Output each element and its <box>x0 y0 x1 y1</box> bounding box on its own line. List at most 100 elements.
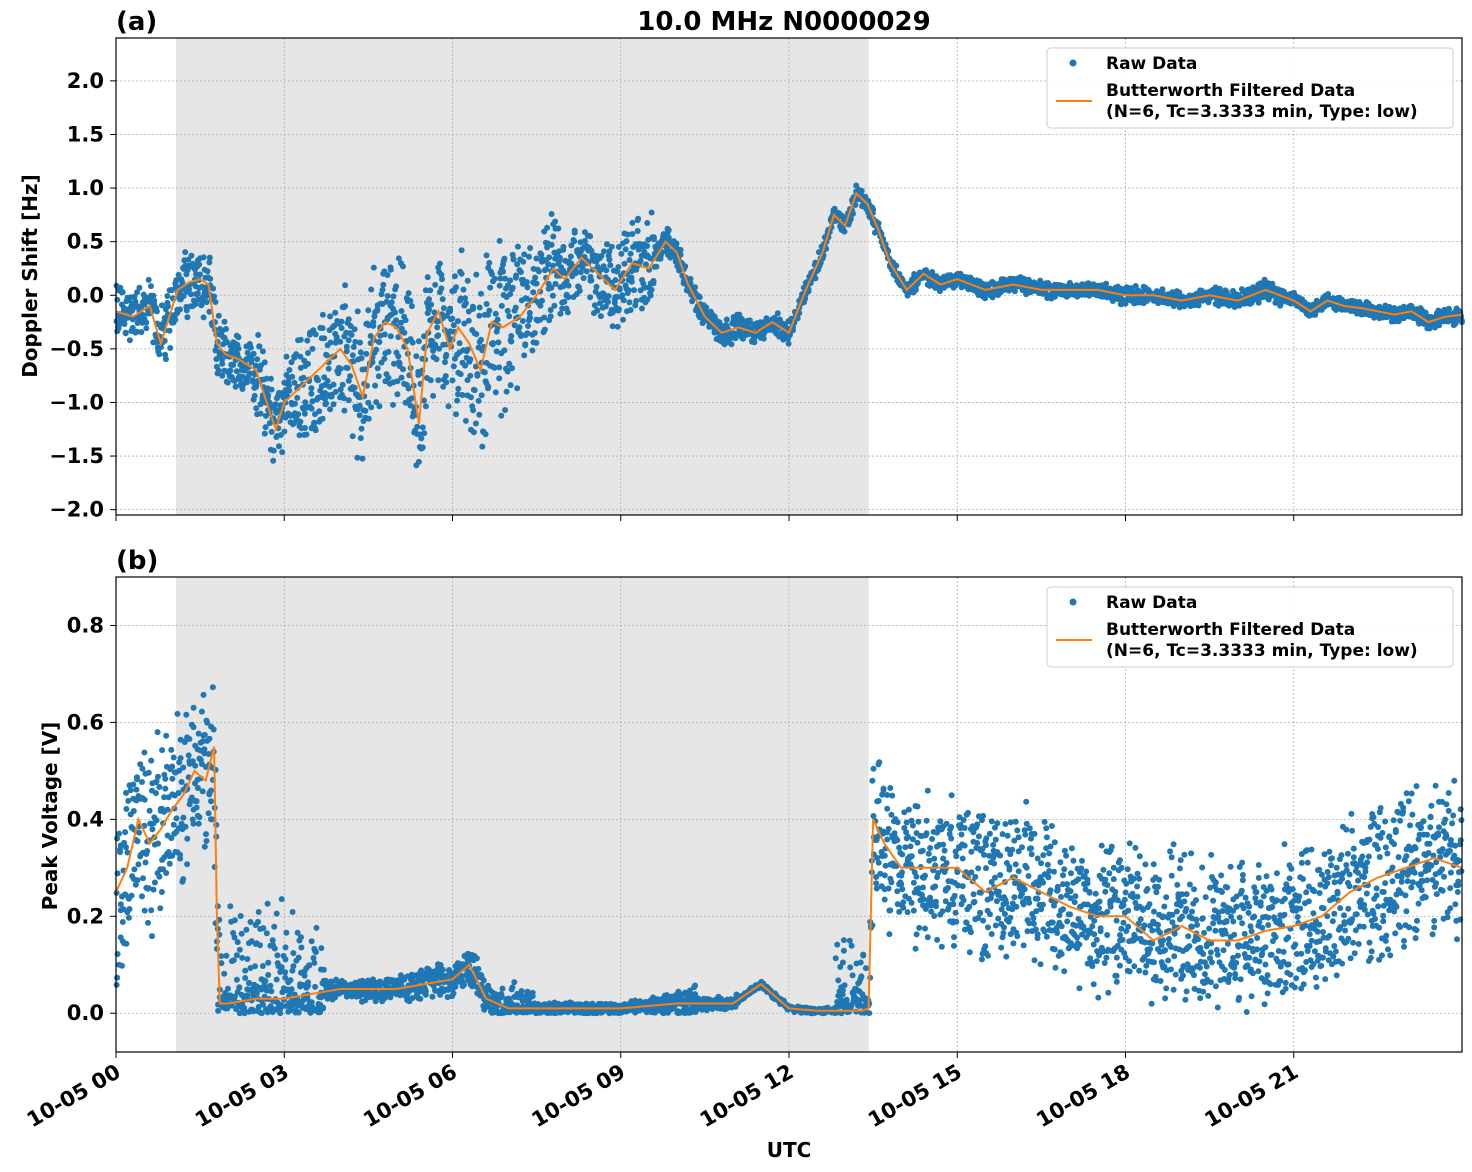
legend-filtered-label-a: Butterworth Filtered Data <box>1106 81 1355 101</box>
raw-data-point <box>301 425 308 431</box>
raw-data-point <box>552 280 559 287</box>
raw-data-point <box>982 295 988 302</box>
raw-data-point <box>442 373 449 379</box>
raw-data-point <box>148 907 155 914</box>
raw-data-point <box>427 287 434 294</box>
chart-title: 10.0 MHz N0000029 <box>637 7 930 37</box>
raw-data-point <box>488 271 495 278</box>
raw-data-point <box>381 355 388 362</box>
raw-data-point <box>365 307 372 314</box>
raw-data-point <box>193 804 200 811</box>
raw-data-point <box>169 763 176 770</box>
raw-data-point <box>504 368 511 375</box>
raw-data-point <box>687 275 694 282</box>
raw-data-point <box>318 945 325 952</box>
raw-data-point <box>262 977 269 984</box>
raw-data-point <box>290 950 297 957</box>
raw-data-point <box>247 344 254 351</box>
raw-data-point <box>350 358 357 365</box>
raw-data-point <box>559 305 566 312</box>
raw-data-point <box>467 372 474 379</box>
raw-data-point <box>496 282 503 289</box>
raw-data-point <box>155 773 161 780</box>
raw-data-point <box>255 918 261 925</box>
raw-data-point <box>343 343 350 350</box>
raw-data-point <box>580 275 587 282</box>
raw-data-point <box>619 292 626 299</box>
raw-data-point <box>629 219 636 226</box>
raw-data-point <box>192 762 199 769</box>
raw-data-point <box>313 924 320 931</box>
raw-data-point <box>405 290 412 297</box>
raw-data-point <box>288 986 295 993</box>
raw-data-point <box>252 362 259 369</box>
raw-data-point <box>149 826 156 833</box>
raw-data-point <box>571 229 578 236</box>
raw-data-point <box>296 432 303 439</box>
raw-data-point <box>210 726 217 733</box>
raw-data-point <box>182 823 189 830</box>
raw-data-point <box>628 274 635 281</box>
raw-data-point <box>415 338 422 345</box>
raw-data-point <box>533 280 540 287</box>
raw-data-point <box>332 309 339 316</box>
raw-data-point <box>421 333 427 340</box>
raw-data-point <box>603 267 610 274</box>
raw-data-point <box>184 314 191 321</box>
raw-data-point <box>154 729 161 736</box>
raw-data-point <box>126 337 133 344</box>
raw-data-point <box>370 264 377 271</box>
raw-data-point <box>351 384 358 391</box>
raw-data-point <box>286 387 293 394</box>
raw-data-point <box>518 988 525 994</box>
raw-data-point <box>130 781 137 788</box>
raw-data-point <box>201 843 208 850</box>
raw-data-point <box>624 231 631 238</box>
raw-data-point <box>440 383 447 390</box>
raw-data-point <box>496 237 503 244</box>
raw-data-point <box>308 999 315 1006</box>
raw-data-point <box>587 294 594 301</box>
raw-data-point <box>259 963 266 969</box>
raw-data-point <box>495 339 502 346</box>
raw-data-point <box>550 233 557 240</box>
raw-data-point <box>535 268 542 275</box>
raw-data-point <box>345 337 352 344</box>
raw-data-point <box>338 325 345 331</box>
raw-data-point <box>163 732 170 739</box>
raw-data-point <box>492 310 499 317</box>
raw-data-point <box>348 331 355 338</box>
raw-data-point <box>373 399 380 406</box>
raw-data-point <box>623 238 630 245</box>
raw-data-point <box>634 228 641 234</box>
raw-data-point <box>435 318 442 325</box>
raw-data-point <box>417 995 424 1002</box>
raw-data-point <box>644 296 651 303</box>
raw-data-point <box>233 952 240 959</box>
raw-data-point <box>583 268 590 275</box>
raw-data-point <box>422 287 429 294</box>
raw-data-point <box>270 447 277 454</box>
raw-data-point <box>391 360 397 367</box>
raw-data-point <box>497 275 504 282</box>
raw-data-point <box>395 353 402 360</box>
raw-data-point <box>812 275 819 282</box>
raw-data-point <box>150 886 157 893</box>
raw-data-point <box>143 325 150 332</box>
raw-data-point <box>136 829 143 836</box>
raw-data-point <box>650 234 657 241</box>
raw-data-point <box>271 923 278 930</box>
raw-data-point <box>308 390 315 397</box>
night-shade-b <box>176 577 869 1052</box>
raw-data-point <box>129 324 136 331</box>
raw-data-point <box>145 919 151 926</box>
raw-data-point <box>626 257 633 263</box>
raw-data-point <box>233 368 240 375</box>
raw-data-point <box>426 296 432 303</box>
raw-data-point <box>430 392 437 399</box>
raw-data-point <box>215 367 222 374</box>
raw-data-point <box>644 220 651 226</box>
raw-data-point <box>321 335 328 342</box>
raw-data-point <box>123 806 130 812</box>
